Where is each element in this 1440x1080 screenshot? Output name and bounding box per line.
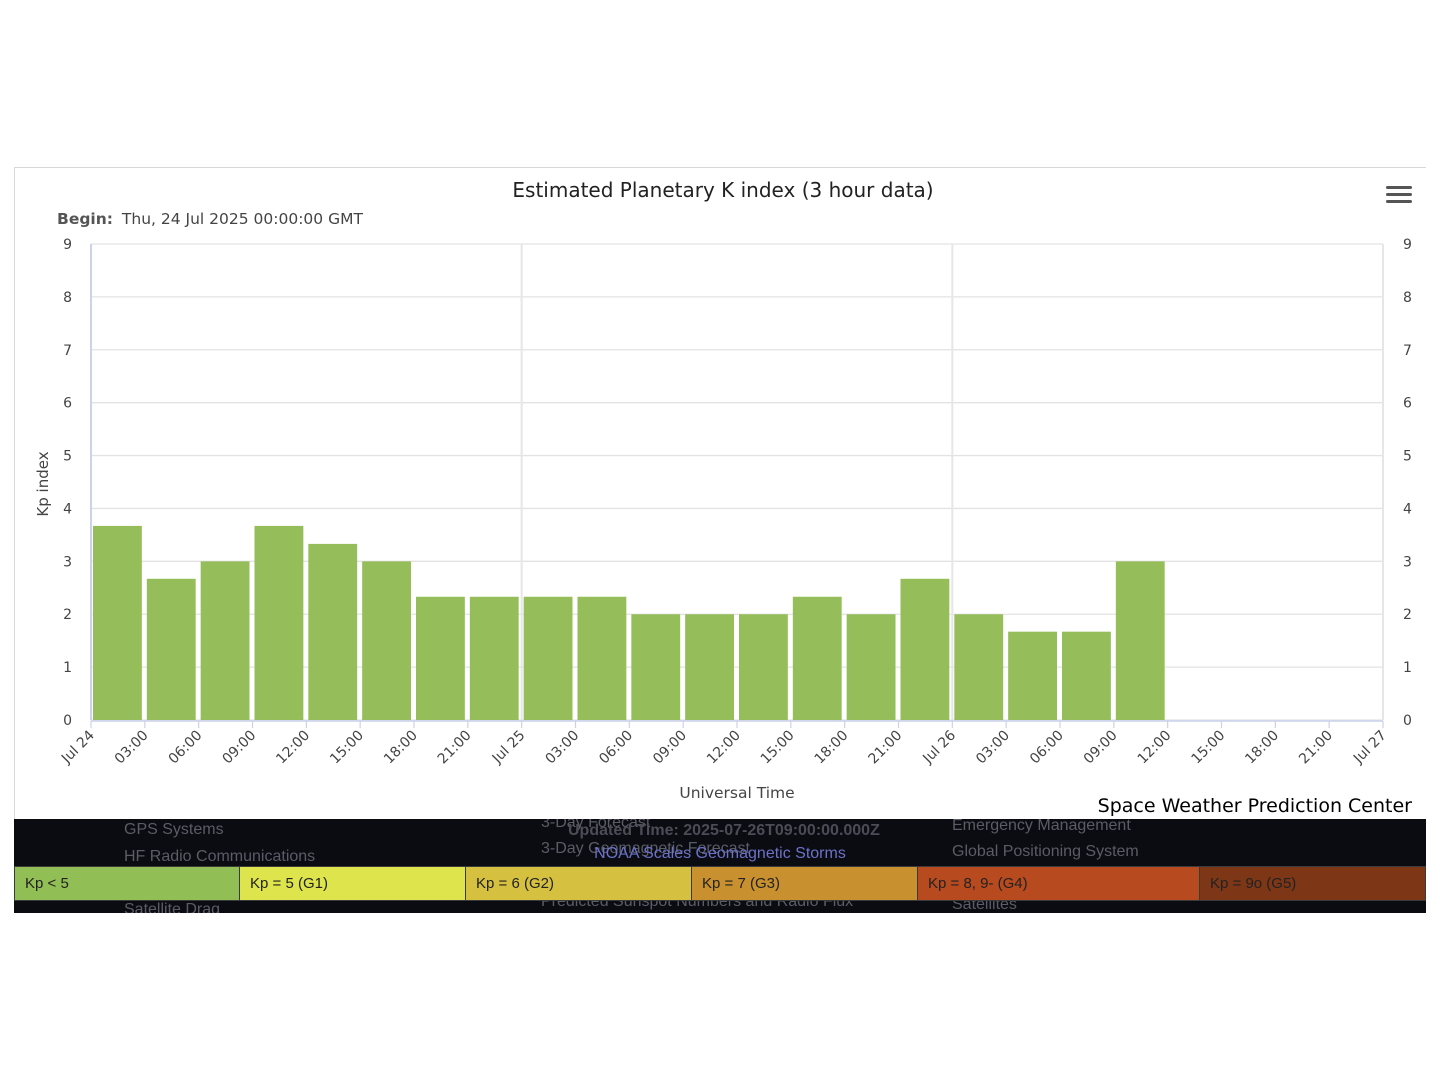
kp-bar[interactable] xyxy=(900,578,950,720)
x-axis-title: Universal Time xyxy=(679,784,794,802)
kp-bar[interactable] xyxy=(1062,631,1111,720)
x-tick-label: 21:00 xyxy=(865,728,905,768)
subtitle-label: Begin: xyxy=(57,210,113,228)
legend-item-g3: Kp = 7 (G3) xyxy=(692,866,918,901)
kp-bar[interactable] xyxy=(362,561,411,720)
subtitle-value: Thu, 24 Jul 2025 00:00:00 GMT xyxy=(121,210,364,228)
y-tick-label-left: 2 xyxy=(63,607,72,623)
y-tick-label-left: 5 xyxy=(63,449,72,465)
x-tick-label: 18:00 xyxy=(1242,728,1282,768)
y-tick-label-left: 1 xyxy=(63,660,72,676)
x-tick-label: Jul 25 xyxy=(489,728,529,768)
bg-link-gps: GPS Systems xyxy=(124,821,224,838)
x-tick-label: 21:00 xyxy=(1296,728,1336,768)
x-tick-label: 12:00 xyxy=(1135,728,1175,768)
y-tick-label-right: 2 xyxy=(1403,607,1412,623)
y-tick-label-left: 8 xyxy=(63,290,72,306)
kp-bar[interactable] xyxy=(308,543,358,720)
x-tick-label: 09:00 xyxy=(650,728,690,768)
legend-item-g1: Kp = 5 (G1) xyxy=(240,866,466,901)
x-tick-label: 03:00 xyxy=(112,728,152,768)
hamburger-menu-icon[interactable] xyxy=(1386,186,1412,206)
kp-bar[interactable] xyxy=(469,596,519,720)
x-tick-label: 09:00 xyxy=(219,728,259,768)
x-tick-label: 09:00 xyxy=(1081,728,1121,768)
x-tick-label: Jul 26 xyxy=(919,727,959,767)
kp-bar[interactable] xyxy=(792,596,842,720)
kp-bar[interactable] xyxy=(685,614,734,720)
x-tick-label: 18:00 xyxy=(381,728,421,768)
kp-bar[interactable] xyxy=(846,614,896,720)
y-tick-label-right: 5 xyxy=(1403,449,1412,465)
legend-item-g4: Kp = 8, 9- (G4) xyxy=(918,866,1200,901)
y-tick-label-left: 6 xyxy=(63,396,72,412)
x-tick-label: 15:00 xyxy=(327,728,367,768)
x-tick-label: 03:00 xyxy=(973,728,1013,768)
legend-item-g2: Kp = 6 (G2) xyxy=(466,866,692,901)
x-tick-label: 15:00 xyxy=(758,728,798,768)
bg-link-3day-geomagnetic: 3-Day Geomagnetic Forecast xyxy=(541,840,750,857)
bg-link-hf-radio: HF Radio Communications xyxy=(124,848,316,865)
x-tick-label: 06:00 xyxy=(1027,728,1067,768)
x-tick-label: 03:00 xyxy=(542,728,582,768)
y-axis-title: Kp index xyxy=(34,451,52,516)
credit-label: Space Weather Prediction Center xyxy=(1097,795,1412,817)
kp-bar[interactable] xyxy=(523,596,573,720)
kp-bar[interactable] xyxy=(1115,561,1165,720)
x-tick-label: Jul 24 xyxy=(58,727,98,767)
y-tick-label-right: 6 xyxy=(1403,396,1412,412)
y-tick-label-left: 4 xyxy=(63,501,72,517)
y-tick-label-right: 0 xyxy=(1403,713,1412,729)
kp-scale-legend: Kp < 5 Kp = 5 (G1) Kp = 6 (G2) Kp = 7 (G… xyxy=(14,866,1426,901)
y-tick-label-right: 3 xyxy=(1403,554,1412,570)
bg-updated-time: Updated Time: 2025-07-26T09:00:00.000Z xyxy=(568,822,880,839)
y-tick-label-right: 9 xyxy=(1403,237,1412,253)
y-tick-label-right: 7 xyxy=(1403,343,1412,359)
y-tick-label-left: 3 xyxy=(63,554,72,570)
x-tick-label: Jul 27 xyxy=(1350,728,1390,768)
kp-bar[interactable] xyxy=(577,596,627,720)
y-tick-label-right: 1 xyxy=(1403,660,1412,676)
kp-bar[interactable] xyxy=(146,578,196,720)
x-tick-label: 18:00 xyxy=(812,728,852,768)
x-tick-label: 06:00 xyxy=(166,728,206,768)
kp-bar[interactable] xyxy=(739,614,788,720)
chart-title: Estimated Planetary K index (3 hour data… xyxy=(512,178,933,202)
noaa-scales-title: NOAA Scales Geomagnetic Storms xyxy=(594,845,846,862)
x-tick-label: 06:00 xyxy=(596,728,636,768)
bg-link-satellite-drag: Satellite Drag xyxy=(124,901,221,913)
y-tick-label-right: 4 xyxy=(1403,501,1412,517)
y-tick-label-left: 0 xyxy=(63,713,72,729)
legend-item-g5: Kp = 9o (G5) xyxy=(1200,866,1426,901)
bg-link-gps-system: Global Positioning System xyxy=(952,843,1139,860)
bg-link-emergency: Emergency Management xyxy=(952,819,1131,834)
bg-link-3day-forecast: 3-Day Forecast xyxy=(541,819,651,831)
kp-bar[interactable] xyxy=(200,561,250,720)
x-tick-label: 15:00 xyxy=(1188,728,1228,768)
x-tick-label: 12:00 xyxy=(273,728,313,768)
y-tick-label-left: 7 xyxy=(63,343,72,359)
kp-bar-chart: 0 0 1 1 2 2 3 3 4 4 5 5 6 6 7 7 8 8 9 9 Jul 24 03:00 06:00 09:0… xyxy=(34,178,1412,802)
kp-bar[interactable] xyxy=(93,525,142,720)
chart-container: 0 0 1 1 2 2 3 3 4 4 5 5 6 6 7 7 8 8 9 9 Jul 24 03:00 06:00 09:0… xyxy=(14,167,1426,819)
kp-bar[interactable] xyxy=(254,525,304,720)
y-tick-label-left: 9 xyxy=(63,237,72,253)
kp-bar[interactable] xyxy=(631,614,681,720)
chart-subtitle: Begin: Thu, 24 Jul 2025 00:00:00 GMT xyxy=(57,210,363,228)
legend-item-kp-lt5: Kp < 5 xyxy=(14,866,240,901)
x-tick-label: 12:00 xyxy=(704,728,744,768)
y-tick-label-right: 8 xyxy=(1403,290,1412,306)
kp-bar[interactable] xyxy=(416,596,465,720)
kp-bar[interactable] xyxy=(1008,631,1057,720)
bar-layer xyxy=(93,525,1165,720)
x-tick-label: 21:00 xyxy=(435,728,475,768)
kp-bar[interactable] xyxy=(954,614,1004,720)
